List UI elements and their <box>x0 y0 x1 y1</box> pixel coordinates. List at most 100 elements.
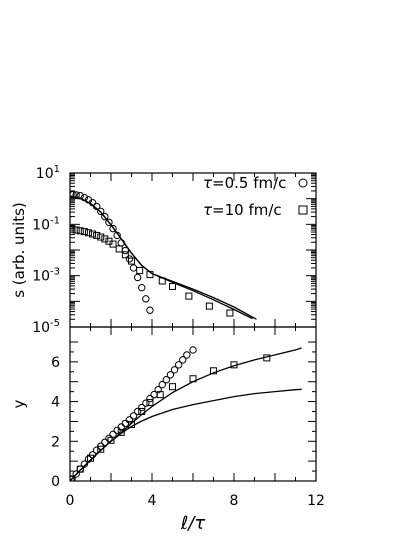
top-square-point <box>226 309 234 317</box>
top-square-point <box>205 302 213 310</box>
top-square-point <box>70 225 76 233</box>
bottom-curve-line <box>70 347 302 481</box>
bottom-circle-point <box>174 361 183 369</box>
top-y-tick-label: 10-1 <box>32 215 60 233</box>
bottom-series-group <box>70 354 271 481</box>
top-square-point <box>109 240 117 248</box>
top-circle-point <box>72 191 80 199</box>
bottom-circle-point <box>70 475 76 481</box>
top-y-tick-label: 10-3 <box>32 267 60 285</box>
legend-text: =10 fm/c <box>212 201 282 219</box>
top-circle-point <box>97 207 105 216</box>
bottom-circle-point <box>72 470 80 478</box>
top-circle-point <box>138 283 146 292</box>
x-axis-label: ℓ/τ <box>180 513 206 534</box>
top-square-point <box>169 282 176 290</box>
bottom-panel: 0 2 4 6 0 4 8 12 y ℓ/τ <box>10 326 325 534</box>
bottom-circle-point <box>179 356 187 364</box>
tick-base: 10 <box>32 320 50 336</box>
top-square-point <box>121 251 129 259</box>
top-circle-point <box>76 192 84 200</box>
top-circle-point <box>70 190 77 199</box>
bottom-circle-point <box>154 385 162 394</box>
top-circle-point <box>146 306 154 314</box>
top-circle-point <box>125 255 134 263</box>
top-square-point <box>97 233 105 241</box>
legend-circle-marker <box>298 178 308 188</box>
bottom-square-point <box>97 445 105 453</box>
bottom-curve-line <box>70 388 302 481</box>
bottom-circle-point <box>166 371 175 379</box>
bottom-square-point <box>87 454 94 462</box>
top-square-point <box>128 257 135 265</box>
bottom-circle-point <box>121 419 130 428</box>
bottom-series-group <box>70 388 302 481</box>
bottom-circle-point <box>109 430 117 439</box>
bottom-circle-point <box>105 434 113 443</box>
top-y-tick-label: 101 <box>36 164 60 182</box>
bottom-circle-point <box>162 376 171 384</box>
top-circle-point <box>142 295 150 303</box>
legend-entry-1-label: τ=0.5 fm/c <box>203 174 286 192</box>
bottom-circle-point <box>189 346 197 354</box>
tick-exponent: -5 <box>50 318 60 329</box>
bottom-circle-point <box>170 366 179 374</box>
top-square-point <box>185 292 193 300</box>
bottom-square-point <box>107 436 115 444</box>
bottom-square-point <box>76 465 84 473</box>
bottom-circle-point <box>80 460 89 468</box>
bottom-y-tick-label: 2 <box>51 434 60 450</box>
top-square-point <box>84 229 92 237</box>
x-tick-label: 8 <box>230 493 239 509</box>
bottom-y-tick-label: 6 <box>51 355 60 371</box>
top-series-group <box>70 225 234 317</box>
top-y-axis-label: s (arb. units) <box>10 202 28 298</box>
bottom-square-point <box>169 383 176 391</box>
top-curve-line <box>70 195 257 320</box>
tick-base: 10 <box>32 217 50 233</box>
top-square-point <box>101 235 109 243</box>
top-square-point <box>115 245 123 253</box>
bottom-series-group <box>70 347 302 481</box>
top-square-point <box>93 231 101 239</box>
bottom-square-point <box>70 475 75 481</box>
bottom-square-point <box>117 428 125 436</box>
top-square-point <box>80 228 88 236</box>
x-tick-label: 4 <box>148 493 157 509</box>
top-square-point <box>89 230 97 238</box>
top-series-group <box>70 195 257 320</box>
top-series-group <box>70 190 154 314</box>
bottom-series-group <box>70 346 197 481</box>
legend-text: =0.5 fm/c <box>212 174 286 192</box>
top-square-point <box>136 266 144 274</box>
bottom-circle-point <box>142 399 150 407</box>
top-circle-point <box>105 218 113 227</box>
top-plot-frame <box>69 172 317 328</box>
legend-square-marker <box>298 205 308 215</box>
top-y-tick-label: 10-5 <box>32 318 60 336</box>
bottom-circle-point <box>129 412 138 420</box>
bottom-y-tick-label: 4 <box>51 395 60 411</box>
top-circle-point <box>101 212 109 221</box>
bottom-y-axis-label: y <box>10 399 28 408</box>
bottom-circle-point <box>113 426 121 435</box>
top-square-point <box>72 226 80 234</box>
bottom-circle-point <box>133 407 142 416</box>
bottom-circle-point <box>125 416 134 424</box>
bottom-circle-point <box>183 351 191 359</box>
tick-exponent: 1 <box>54 164 60 175</box>
tick-base: 10 <box>32 269 50 285</box>
legend-entry-2-label: τ=10 fm/c <box>203 201 282 219</box>
bottom-y-tick-label: 0 <box>51 474 60 490</box>
legend-tau-symbol: τ <box>203 201 213 219</box>
top-circle-point <box>109 224 117 233</box>
bottom-square-point <box>146 399 154 407</box>
bottom-square-point <box>210 367 217 375</box>
legend-tau-symbol: τ <box>203 174 213 192</box>
bottom-circle-point <box>146 394 154 403</box>
top-square-point <box>76 227 84 235</box>
top-circle-point <box>129 264 138 272</box>
bottom-circle-point <box>138 403 146 412</box>
